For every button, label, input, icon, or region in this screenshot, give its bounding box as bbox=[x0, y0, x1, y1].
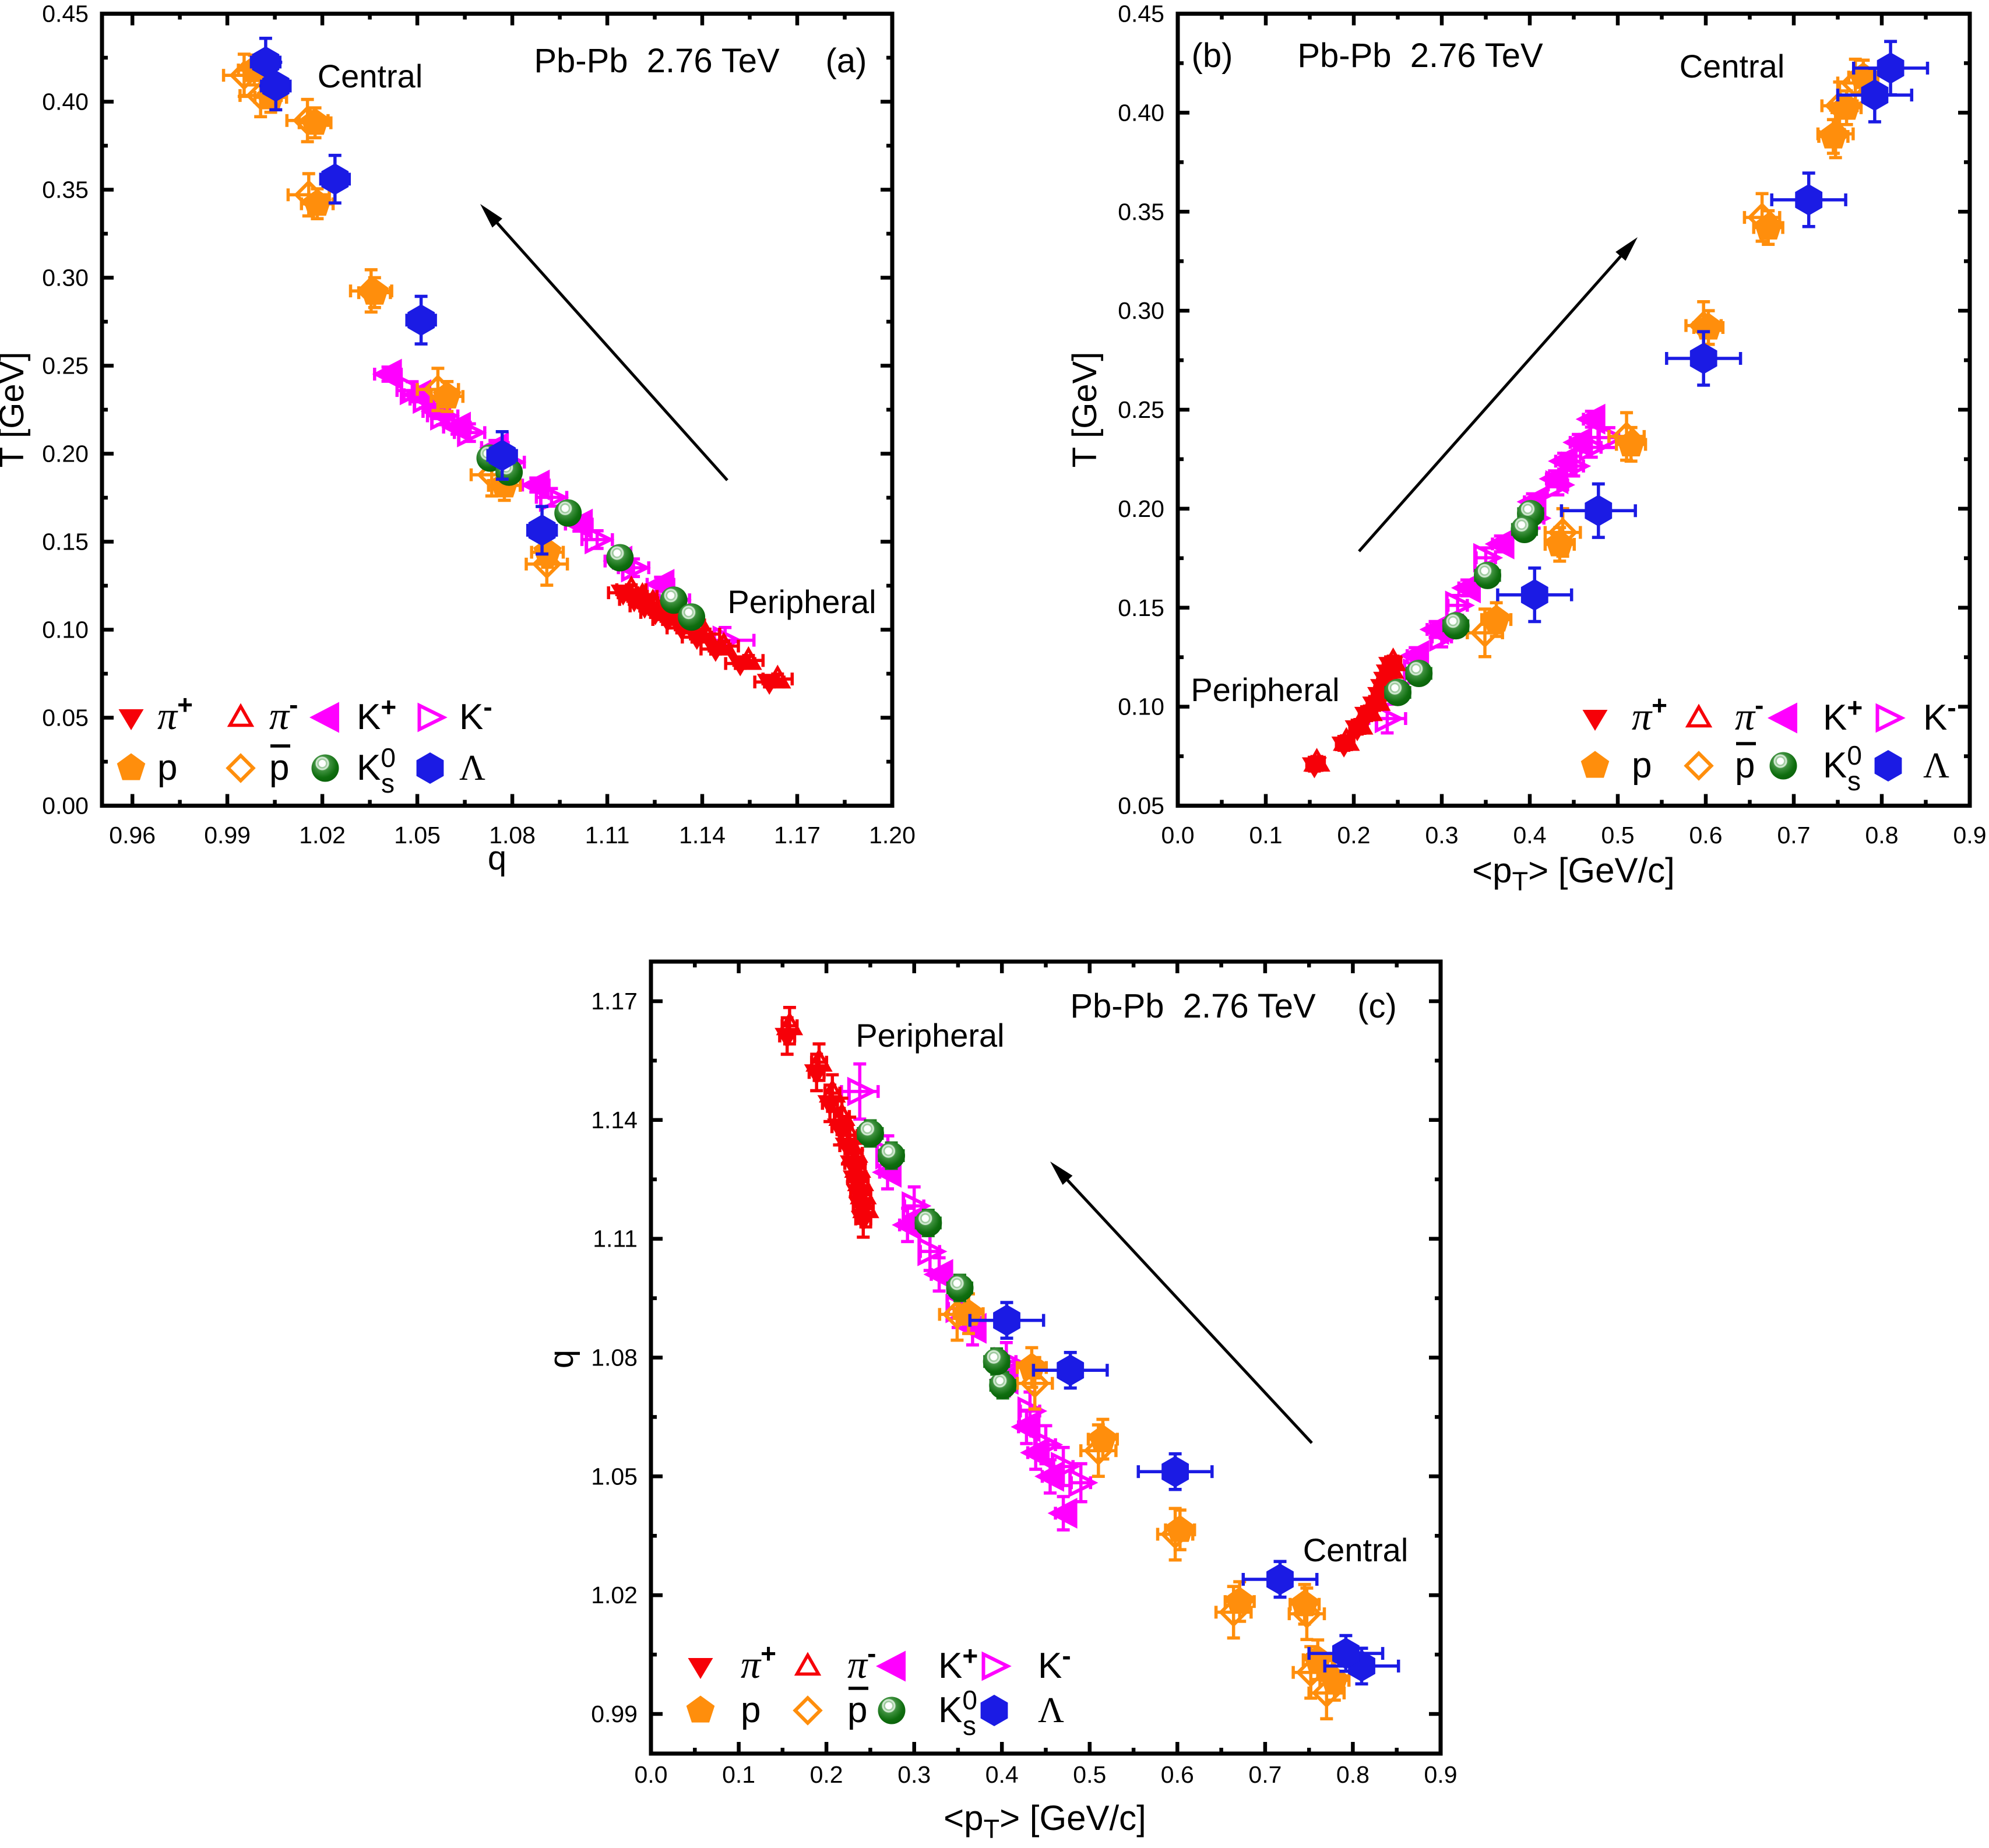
svg-text:0.10: 0.10 bbox=[1118, 694, 1164, 720]
svg-text:0.1: 0.1 bbox=[1249, 822, 1283, 849]
svg-text:T [GeV]: T [GeV] bbox=[0, 352, 31, 468]
svg-text:1.05: 1.05 bbox=[591, 1463, 638, 1490]
svg-text:0.30: 0.30 bbox=[1118, 297, 1164, 324]
svg-text:0.9: 0.9 bbox=[1424, 1761, 1458, 1788]
svg-text:q: q bbox=[543, 1350, 580, 1368]
svg-text:0.45: 0.45 bbox=[42, 1, 89, 27]
svg-text:0.35: 0.35 bbox=[1118, 198, 1164, 225]
svg-text:Peripheral: Peripheral bbox=[856, 1017, 1004, 1054]
svg-text:0.5: 0.5 bbox=[1601, 822, 1635, 849]
svg-text:0.40: 0.40 bbox=[42, 89, 89, 115]
svg-text:Pb-Pb 2.76 TeV: Pb-Pb 2.76 TeV bbox=[534, 42, 780, 80]
svg-text:q: q bbox=[488, 839, 506, 877]
svg-text:1.17: 1.17 bbox=[591, 988, 638, 1015]
svg-text:p: p bbox=[1632, 745, 1652, 786]
svg-text:0.7: 0.7 bbox=[1777, 822, 1811, 849]
svg-text:T [GeV]: T [GeV] bbox=[1066, 352, 1104, 468]
svg-text:0.45: 0.45 bbox=[1118, 1, 1164, 27]
svg-text:1.05: 1.05 bbox=[394, 822, 441, 849]
svg-text:0.25: 0.25 bbox=[42, 353, 89, 379]
svg-text:0.8: 0.8 bbox=[1336, 1761, 1370, 1788]
svg-text:0.1: 0.1 bbox=[722, 1761, 755, 1788]
svg-text:1.20: 1.20 bbox=[869, 822, 916, 849]
svg-text:0.8: 0.8 bbox=[1865, 822, 1899, 849]
svg-text:Λ: Λ bbox=[1038, 1691, 1064, 1730]
svg-text:0.15: 0.15 bbox=[1118, 594, 1164, 621]
svg-text:0.35: 0.35 bbox=[42, 177, 89, 203]
svg-text:0.6: 0.6 bbox=[1161, 1761, 1194, 1788]
svg-text:0.20: 0.20 bbox=[42, 441, 89, 467]
svg-text:π-: π- bbox=[269, 689, 298, 738]
svg-text:Central: Central bbox=[1680, 48, 1785, 85]
svg-text:0.40: 0.40 bbox=[1118, 99, 1164, 126]
svg-text:Central: Central bbox=[1303, 1532, 1409, 1568]
svg-text:0.20: 0.20 bbox=[1118, 495, 1164, 522]
svg-text:1.11: 1.11 bbox=[585, 822, 630, 849]
svg-text:0.2: 0.2 bbox=[1337, 822, 1371, 849]
svg-text:1.02: 1.02 bbox=[299, 822, 346, 849]
svg-text:<pT> [GeV/c]: <pT> [GeV/c] bbox=[1472, 851, 1675, 896]
svg-text:0.6: 0.6 bbox=[1689, 822, 1723, 849]
svg-text:Λ: Λ bbox=[459, 748, 485, 788]
svg-text:1.17: 1.17 bbox=[774, 822, 821, 849]
svg-text:p: p bbox=[157, 748, 177, 788]
svg-text:0.4: 0.4 bbox=[1513, 822, 1547, 849]
svg-text:0.4: 0.4 bbox=[985, 1761, 1019, 1788]
svg-text:0.7: 0.7 bbox=[1248, 1761, 1282, 1788]
svg-text:(a): (a) bbox=[826, 42, 867, 80]
svg-text:0.96: 0.96 bbox=[109, 822, 156, 849]
svg-text:Central: Central bbox=[318, 58, 423, 94]
svg-text:1.08: 1.08 bbox=[489, 822, 536, 849]
svg-text:0.3: 0.3 bbox=[897, 1761, 931, 1788]
svg-text:0.25: 0.25 bbox=[1118, 396, 1164, 423]
svg-text:1.11: 1.11 bbox=[593, 1226, 638, 1252]
svg-text:0.99: 0.99 bbox=[591, 1701, 638, 1727]
svg-text:0.0: 0.0 bbox=[1161, 822, 1195, 849]
svg-text:0.05: 0.05 bbox=[1118, 793, 1164, 819]
svg-text:0.9: 0.9 bbox=[1953, 822, 1987, 849]
svg-text:0.0: 0.0 bbox=[635, 1761, 668, 1788]
svg-text:0.15: 0.15 bbox=[42, 529, 89, 555]
svg-text:(b): (b) bbox=[1192, 37, 1233, 75]
svg-text:Λ: Λ bbox=[1923, 746, 1949, 786]
svg-text:Pb-Pb 2.76 TeV: Pb-Pb 2.76 TeV bbox=[1070, 987, 1316, 1025]
svg-text:π+: π+ bbox=[741, 1638, 776, 1687]
svg-text:(c): (c) bbox=[1357, 987, 1397, 1025]
svg-text:π+: π+ bbox=[157, 689, 193, 738]
svg-text:0.5: 0.5 bbox=[1073, 1761, 1106, 1788]
svg-text:p: p bbox=[269, 748, 289, 788]
svg-text:p: p bbox=[1735, 745, 1755, 786]
svg-text:0.3: 0.3 bbox=[1425, 822, 1459, 849]
svg-text:1.14: 1.14 bbox=[591, 1107, 638, 1134]
svg-text:0.10: 0.10 bbox=[42, 617, 89, 643]
svg-text:1.02: 1.02 bbox=[591, 1582, 638, 1608]
svg-text:1.14: 1.14 bbox=[679, 822, 726, 849]
svg-text:p: p bbox=[847, 1690, 867, 1730]
svg-text:π+: π+ bbox=[1632, 690, 1667, 738]
svg-text:1.08: 1.08 bbox=[591, 1344, 638, 1371]
svg-text:0.2: 0.2 bbox=[810, 1761, 843, 1788]
svg-text:Peripheral: Peripheral bbox=[727, 583, 876, 620]
svg-text:0.00: 0.00 bbox=[42, 793, 89, 819]
svg-text:π-: π- bbox=[847, 1638, 876, 1687]
svg-text:π-: π- bbox=[1735, 690, 1763, 738]
svg-text:Pb-Pb 2.76 TeV: Pb-Pb 2.76 TeV bbox=[1297, 37, 1543, 75]
svg-text:p: p bbox=[741, 1690, 761, 1730]
svg-text:Peripheral: Peripheral bbox=[1191, 671, 1339, 708]
svg-text:0.30: 0.30 bbox=[42, 265, 89, 291]
svg-text:0.05: 0.05 bbox=[42, 705, 89, 731]
svg-text:<pT> [GeV/c]: <pT> [GeV/c] bbox=[944, 1798, 1146, 1844]
svg-text:0.99: 0.99 bbox=[204, 822, 251, 849]
